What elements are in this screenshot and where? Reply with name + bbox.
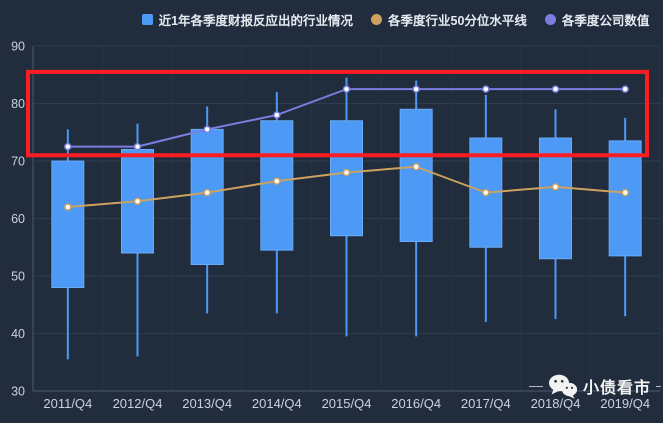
legend-label: 各季度行业50分位水平线 (388, 14, 527, 28)
data-point-marker (551, 85, 560, 93)
median-series-swatch-icon (371, 14, 383, 25)
data-point-marker (133, 197, 142, 205)
legend-item-industry-boxplot[interactable]: 近1年各季度财报反应出的行业情况 (141, 10, 354, 29)
red-annotation-box (26, 69, 649, 158)
svg-text:50: 50 (11, 270, 25, 284)
svg-text:2013/Q4: 2013/Q4 (182, 396, 232, 411)
data-point-marker (621, 85, 629, 93)
svg-text:2012/Q4: 2012/Q4 (113, 396, 163, 411)
svg-text:2016/Q4: 2016/Q4 (391, 396, 441, 411)
svg-text:80: 80 (11, 97, 25, 111)
svg-text:60: 60 (11, 212, 25, 226)
svg-text:30: 30 (11, 385, 25, 399)
candle-box (51, 160, 85, 288)
svg-text:2019/Q4: 2019/Q4 (600, 396, 650, 411)
candle-box (260, 120, 294, 251)
x-axis-labels: 2011/Q4 2012/Q4 2013/Q4 2014/Q4 2015/Q4 2016/… (43, 396, 650, 411)
boxplot-series-swatch-icon (141, 14, 153, 25)
candlestick-series (51, 77, 642, 360)
company-value-series (64, 85, 629, 151)
data-point-marker (133, 142, 142, 151)
data-point-marker (551, 183, 560, 191)
watermark-text: 小债看市 (582, 380, 651, 397)
candle-box (330, 120, 363, 237)
company-series-swatch-icon (544, 14, 556, 25)
svg-text:2018/Q4: 2018/Q4 (531, 396, 581, 411)
candle-box (539, 137, 572, 260)
legend-label: 近1年各季度财报反应出的行业情况 (158, 14, 354, 28)
wechat-icon (548, 374, 578, 399)
data-point-marker (203, 125, 211, 134)
data-point-marker (621, 188, 629, 197)
data-point-marker (482, 188, 490, 197)
watermark-left-line (528, 385, 543, 387)
svg-text:40: 40 (11, 327, 25, 341)
legend-item-company-value[interactable]: 各季度公司数值 (544, 10, 650, 29)
svg-text:70: 70 (11, 155, 25, 169)
svg-text:2017/Q4: 2017/Q4 (461, 396, 511, 411)
svg-text:2015/Q4: 2015/Q4 (322, 396, 372, 411)
data-point-marker (342, 85, 351, 93)
data-point-marker (64, 142, 72, 151)
data-point-marker (203, 188, 211, 197)
legend-item-median-line[interactable]: 各季度行业50分位水平线 (371, 10, 527, 29)
candle-box (608, 140, 642, 257)
watermark-right-line (656, 385, 661, 387)
svg-text:90: 90 (11, 40, 25, 54)
data-point-marker (482, 85, 490, 93)
data-point-marker (273, 111, 281, 119)
data-point-marker (412, 163, 420, 171)
svg-text:2011/Q4: 2011/Q4 (43, 396, 92, 411)
legend-label: 各季度公司数值 (561, 14, 650, 28)
y-axis-labels: 30 40 50 60 70 80 90 (11, 40, 25, 399)
median-line-series (64, 163, 629, 211)
watermark: 小债看市 (528, 373, 661, 399)
data-point-marker (342, 168, 351, 177)
svg-text:2014/Q4: 2014/Q4 (252, 396, 302, 411)
data-point-marker (273, 177, 281, 185)
candle-box (190, 128, 224, 265)
data-point-marker (412, 85, 420, 93)
chart-legend: 近1年各季度财报反应出的行业情况 各季度行业50分位水平线 各季度公司数值 (64, 10, 663, 29)
candle-box (399, 108, 433, 242)
data-point-marker (64, 203, 72, 211)
